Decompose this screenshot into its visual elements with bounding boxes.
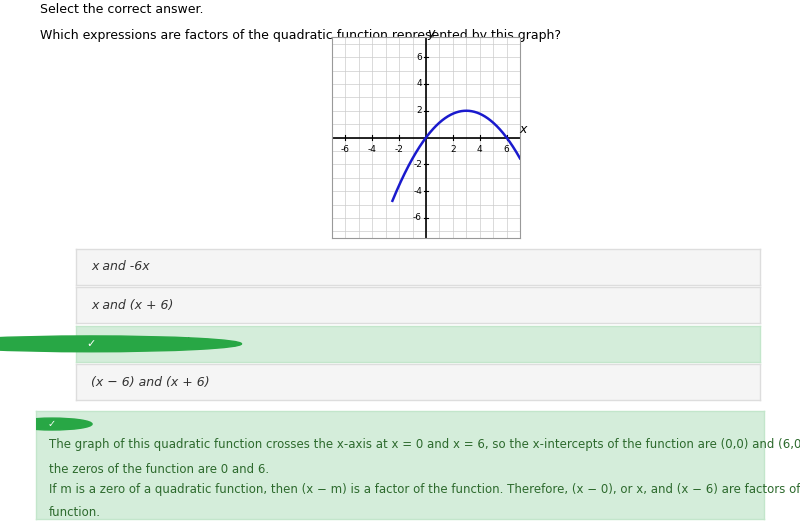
Text: 2: 2 xyxy=(450,145,456,154)
Circle shape xyxy=(12,418,92,430)
Text: (x − 6) and (x + 6): (x − 6) and (x + 6) xyxy=(91,376,210,389)
Text: Select the correct answer.: Select the correct answer. xyxy=(40,3,203,16)
Text: y: y xyxy=(427,27,434,40)
Text: -4: -4 xyxy=(413,187,422,196)
Text: Which expressions are factors of the quadratic function represented by this grap: Which expressions are factors of the qua… xyxy=(40,29,561,42)
Circle shape xyxy=(0,336,242,352)
Text: x and -6x: x and -6x xyxy=(91,260,150,273)
Text: -4: -4 xyxy=(368,145,377,154)
Text: -6: -6 xyxy=(413,213,422,223)
Text: The graph of this quadratic function crosses the x-axis at x = 0 and x = 6, so t: The graph of this quadratic function cro… xyxy=(49,438,800,451)
Text: 6: 6 xyxy=(504,145,510,154)
Text: ✓: ✓ xyxy=(48,419,56,429)
Text: If m is a zero of a quadratic function, then (x − m) is a factor of the function: If m is a zero of a quadratic function, … xyxy=(49,482,800,496)
Text: x: x xyxy=(519,123,526,136)
Text: x and (x − 6): x and (x − 6) xyxy=(109,338,191,350)
Text: -2: -2 xyxy=(394,145,403,154)
Text: x and (x + 6): x and (x + 6) xyxy=(91,299,174,312)
Text: the zeros of the function are 0 and 6.: the zeros of the function are 0 and 6. xyxy=(49,463,270,476)
Text: -2: -2 xyxy=(413,160,422,169)
Text: 4: 4 xyxy=(416,79,422,88)
Text: -6: -6 xyxy=(341,145,350,154)
Text: 4: 4 xyxy=(477,145,482,154)
Text: ✓: ✓ xyxy=(86,339,96,349)
Text: 2: 2 xyxy=(416,106,422,115)
Text: 6: 6 xyxy=(416,52,422,62)
Text: function.: function. xyxy=(49,506,101,519)
